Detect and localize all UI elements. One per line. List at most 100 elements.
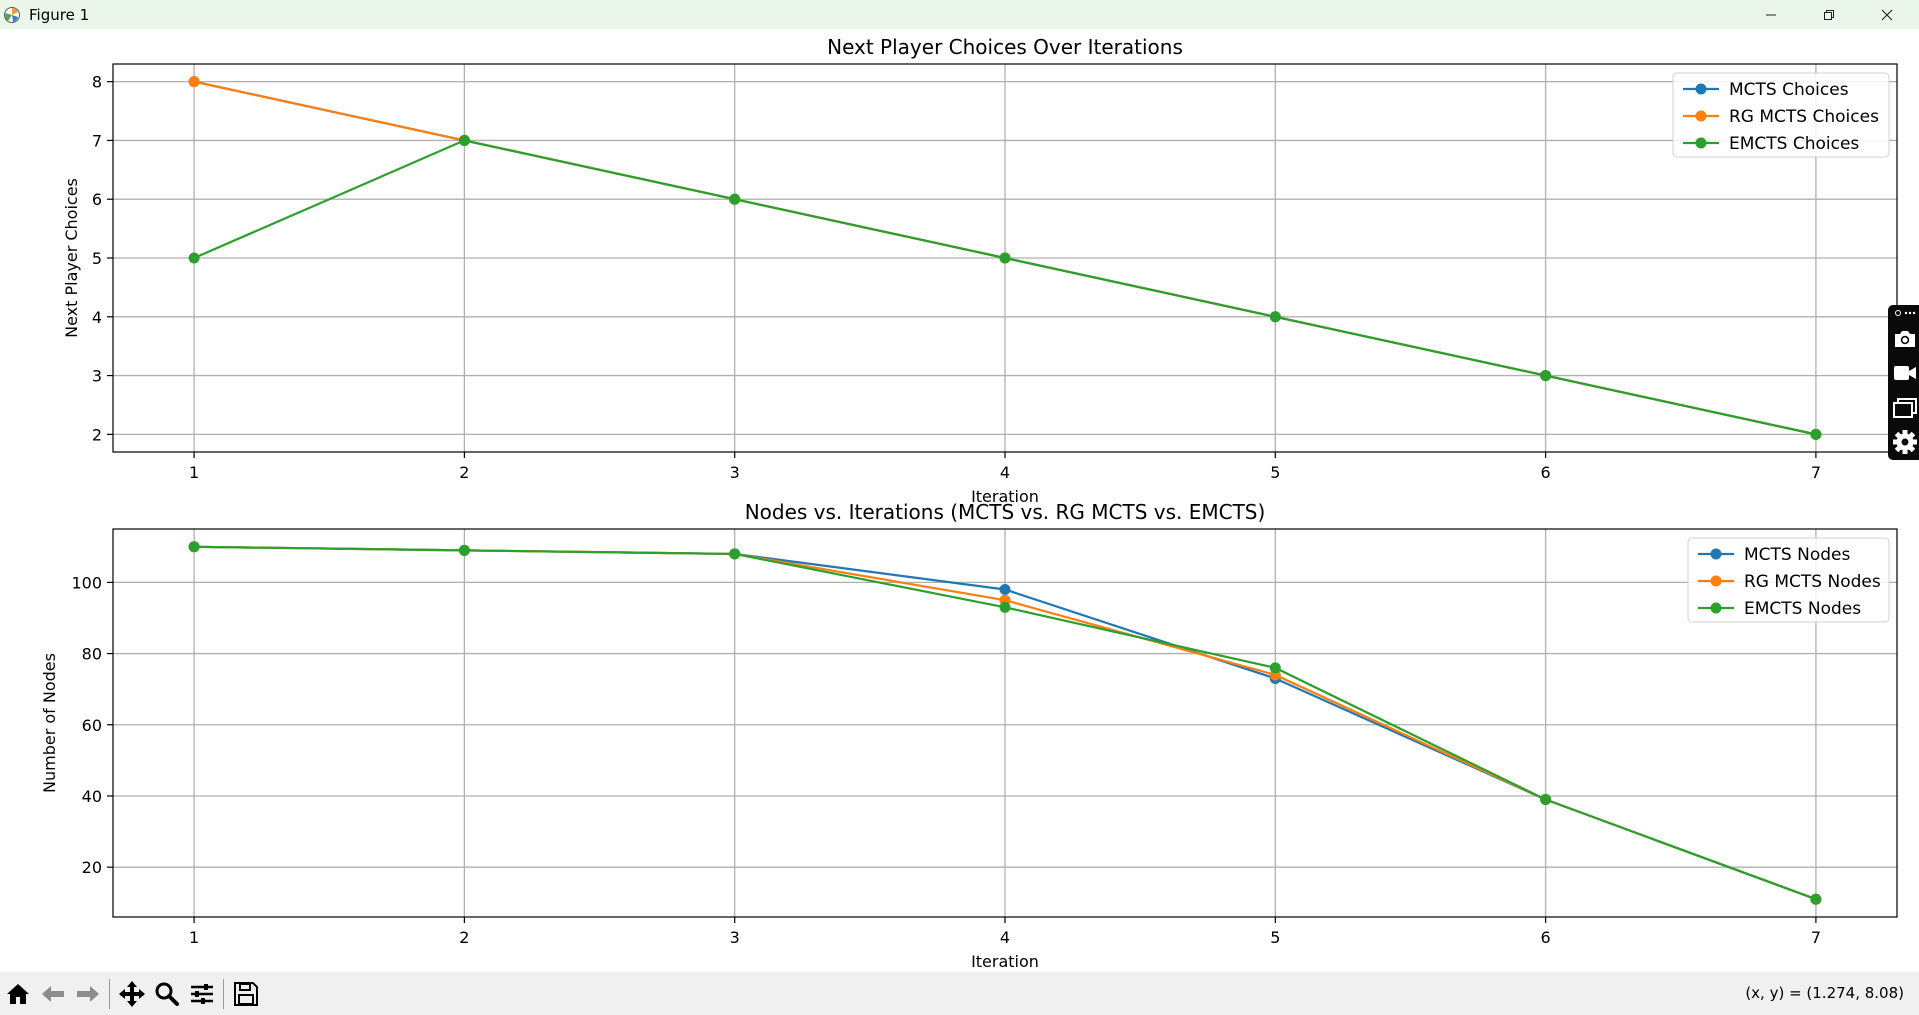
pan-button[interactable] [115, 977, 149, 1011]
legend-label: RG MCTS Nodes [1744, 572, 1881, 592]
gear-icon [1893, 430, 1917, 454]
data-point [729, 193, 741, 205]
y-tick-label: 5 [92, 249, 102, 268]
toolbar-separator [109, 978, 110, 1009]
data-point [1269, 662, 1281, 674]
figure-canvas[interactable]: 1 2 3 4 5 6 7 2 3 4 5 6 7 8 Next Player Choices Over I… [0, 29, 1919, 972]
y-tick-label: 2 [92, 425, 102, 444]
navigation-toolbar: (x, y) = (1.274, 8.08) [0, 972, 1919, 1015]
x-tick-label: 1 [189, 463, 199, 482]
record-video-button[interactable] [1891, 363, 1919, 383]
cursor-coordinates: (x, y) = (1.274, 8.08) [1745, 984, 1904, 1002]
x-tick-label: 2 [459, 463, 469, 482]
y-tick-label: 3 [92, 367, 102, 386]
legend-marker [1710, 575, 1722, 587]
data-point [999, 601, 1011, 613]
y-axis-label: Number of Nodes [40, 653, 59, 793]
data-point [1540, 794, 1552, 806]
data-point [1810, 428, 1822, 440]
legend-marker [1710, 548, 1722, 560]
legend-label: RG MCTS Choices [1729, 107, 1879, 127]
save-icon [234, 981, 258, 1006]
close-button[interactable] [1858, 0, 1916, 29]
settings-button[interactable] [1891, 429, 1919, 455]
zoom-icon [155, 982, 179, 1006]
toolbar-separator [223, 978, 224, 1009]
x-tick-label: 3 [730, 463, 740, 482]
y-tick-label: 80 [82, 645, 102, 664]
x-axis-label: Iteration [971, 487, 1039, 506]
chart-title: Next Player Choices Over Iterations [827, 35, 1183, 59]
legend-marker [1695, 110, 1707, 122]
camera-icon [1895, 331, 1915, 347]
legend: MCTS Choices RG MCTS Choices EMCTS Choices [1672, 72, 1890, 158]
data-point [999, 252, 1011, 264]
matplotlib-logo-icon [4, 6, 20, 23]
data-point [188, 252, 200, 264]
minimize-button[interactable] [1742, 0, 1800, 29]
chart-title: Nodes vs. Iterations (MCTS vs. RG MCTS v… [745, 500, 1266, 524]
subplots-config-icon [191, 983, 213, 1004]
legend-label: MCTS Choices [1729, 80, 1849, 100]
data-point [999, 584, 1011, 596]
data-point [458, 134, 470, 146]
y-tick-label: 20 [82, 858, 102, 877]
data-point [1269, 311, 1281, 323]
window-capture-button[interactable] [1891, 397, 1919, 419]
data-point [188, 541, 200, 553]
forward-arrow-icon [77, 985, 99, 1002]
home-icon [7, 983, 29, 1004]
floating-capture-widget [1888, 305, 1919, 460]
y-tick-label: 7 [92, 131, 102, 150]
x-axis-label: Iteration [971, 952, 1039, 971]
x-tick-label: 4 [1000, 463, 1010, 482]
x-tick-label: 3 [730, 928, 740, 947]
screenshot-button[interactable] [1891, 329, 1919, 349]
legend-box [1672, 72, 1890, 158]
legend-label: EMCTS Nodes [1744, 599, 1861, 619]
legend-label: EMCTS Choices [1729, 134, 1859, 154]
legend-box [1687, 537, 1890, 623]
pan-icon [119, 980, 145, 1007]
x-tick-label: 2 [459, 928, 469, 947]
y-tick-label: 100 [71, 573, 102, 592]
legend-marker [1710, 602, 1722, 614]
x-tick-label: 6 [1541, 928, 1551, 947]
x-tick-label: 5 [1270, 463, 1280, 482]
back-arrow-icon [42, 985, 64, 1002]
data-point [1810, 893, 1822, 905]
back-button[interactable] [36, 977, 70, 1011]
configure-subplots-button[interactable] [185, 977, 219, 1011]
x-tick-label: 1 [189, 928, 199, 947]
maximize-icon [1824, 9, 1834, 20]
forward-button[interactable] [71, 977, 105, 1011]
x-tick-label: 7 [1811, 463, 1821, 482]
video-icon [1894, 366, 1916, 380]
y-tick-label: 8 [92, 73, 102, 92]
y-tick-label: 40 [82, 787, 102, 806]
window-title: Figure 1 [29, 5, 90, 24]
home-button[interactable] [1, 977, 35, 1011]
close-icon [1881, 9, 1893, 20]
data-point [1540, 370, 1552, 382]
save-button[interactable] [229, 977, 263, 1011]
data-point [729, 548, 741, 560]
x-tick-label: 5 [1270, 928, 1280, 947]
legend: MCTS Nodes RG MCTS Nodes EMCTS Nodes [1687, 537, 1890, 623]
y-tick-label: 4 [92, 308, 102, 327]
more-button[interactable] [1891, 307, 1919, 319]
window-icon [1893, 398, 1917, 418]
x-tick-label: 4 [1000, 928, 1010, 947]
y-axis-label: Next Player Choices [62, 178, 81, 338]
legend-marker [1695, 83, 1707, 95]
data-point [458, 544, 470, 556]
y-tick-label: 6 [92, 190, 102, 209]
minimize-icon [1766, 14, 1776, 15]
data-point [188, 76, 200, 88]
zoom-button[interactable] [150, 977, 184, 1011]
legend-marker [1695, 137, 1707, 149]
x-tick-label: 6 [1541, 463, 1551, 482]
subplot-2: 1 2 3 4 5 6 7 20 40 60 80 100 Nodes vs. Iterations (… [40, 500, 1898, 971]
maximize-button[interactable] [1800, 0, 1858, 29]
legend-label: MCTS Nodes [1744, 545, 1850, 565]
